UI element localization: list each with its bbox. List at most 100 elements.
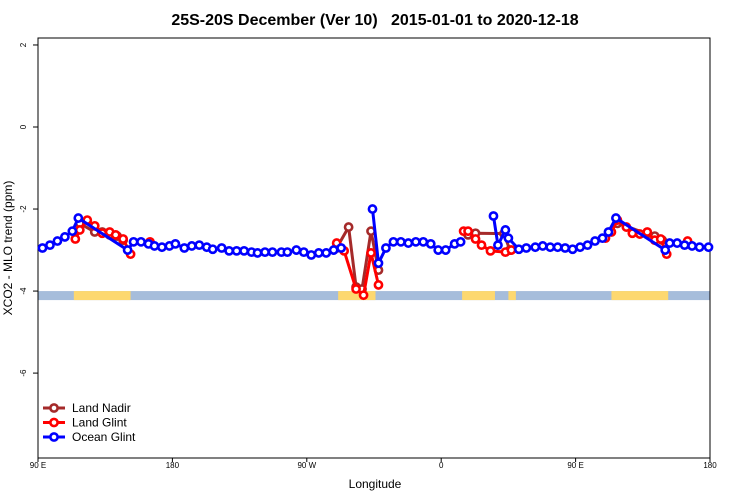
- legend-label: Land Nadir: [72, 401, 131, 415]
- data-point: [664, 238, 675, 248]
- data-point: [537, 241, 548, 251]
- data-point: [73, 213, 84, 223]
- data-point: [503, 233, 514, 244]
- data-point: [488, 211, 499, 221]
- legend-label: Ocean Glint: [72, 430, 136, 444]
- data-point: [194, 240, 205, 251]
- legend-marker: [49, 403, 59, 413]
- data-point: [560, 243, 571, 253]
- data-point: [351, 284, 361, 294]
- y-axis-label: XCO2 - MLO trend (ppm): [1, 181, 15, 316]
- data-point: [470, 234, 481, 244]
- data-point: [328, 245, 339, 255]
- legend-label: Land Glint: [72, 416, 127, 430]
- data-point: [282, 247, 293, 258]
- data-point: [418, 236, 429, 247]
- data-point: [493, 240, 503, 251]
- data-point: [59, 232, 70, 242]
- data-point: [170, 238, 181, 249]
- data-point: [521, 243, 532, 253]
- x-axis-label: Longitude: [349, 477, 402, 491]
- x-tick-label: 90 E: [30, 461, 46, 470]
- data-point: [67, 226, 78, 237]
- y-tick-label: -2: [19, 205, 28, 213]
- data-point: [239, 245, 249, 256]
- y-tick-label: -6: [19, 369, 28, 377]
- data-point: [128, 236, 139, 247]
- data-point: [463, 226, 473, 237]
- data-point: [582, 240, 593, 251]
- data-point: [366, 248, 376, 258]
- data-point: [298, 247, 309, 258]
- data-point: [149, 241, 160, 251]
- data-point: [500, 225, 511, 235]
- data-point: [672, 238, 683, 248]
- land-region: [338, 291, 376, 301]
- data-point: [52, 236, 63, 246]
- data-point: [367, 204, 378, 214]
- data-point: [186, 241, 197, 251]
- y-tick-label: -4: [19, 287, 28, 295]
- data-point: [260, 247, 270, 258]
- data-point: [655, 234, 666, 244]
- y-tick-label: 2: [19, 42, 28, 47]
- data-point: [70, 234, 81, 244]
- data-point: [687, 241, 697, 251]
- data-point: [395, 236, 406, 247]
- data-point: [485, 245, 496, 256]
- x-tick-label: 90 E: [567, 461, 583, 470]
- legend-marker: [49, 417, 59, 428]
- data-point: [703, 242, 714, 253]
- data-point: [455, 236, 466, 247]
- data-point: [660, 245, 671, 255]
- data-point: [306, 250, 317, 260]
- data-point: [179, 243, 190, 253]
- data-point: [545, 242, 556, 253]
- data-point: [403, 238, 414, 248]
- land-region: [611, 291, 669, 301]
- data-point: [118, 234, 129, 244]
- data-point: [530, 242, 541, 253]
- data-point: [231, 245, 242, 256]
- x-tick-label: 90 W: [297, 461, 316, 470]
- data-point: [45, 240, 55, 251]
- data-point: [252, 248, 263, 258]
- legend-marker: [49, 432, 59, 442]
- data-point: [343, 222, 354, 232]
- land-region: [462, 291, 495, 301]
- data-point: [74, 225, 85, 235]
- data-point: [358, 290, 369, 301]
- data-point: [440, 245, 451, 255]
- data-point: [373, 258, 384, 269]
- x-tick-label: 0: [439, 461, 444, 470]
- data-point: [313, 248, 324, 258]
- data-point: [381, 243, 391, 253]
- data-point: [433, 245, 444, 255]
- data-point: [291, 245, 302, 255]
- data-point: [410, 236, 421, 247]
- data-point: [679, 240, 690, 251]
- data-point: [476, 240, 487, 251]
- data-point: [122, 245, 133, 255]
- data-point: [216, 243, 227, 253]
- data-point: [603, 227, 614, 237]
- data-point: [642, 227, 653, 237]
- data-point: [37, 243, 48, 253]
- data-point: [110, 229, 121, 240]
- x-tick-label: 180: [703, 461, 717, 470]
- chart-title: 25S-20S December (Ver 10) 2015-01-01 to …: [171, 12, 578, 29]
- data-point: [207, 244, 218, 255]
- data-point: [373, 280, 384, 290]
- data-point: [506, 245, 517, 255]
- data-point: [224, 245, 235, 256]
- y-tick-label: 0: [19, 124, 28, 129]
- data-point: [567, 244, 578, 255]
- land-region: [508, 291, 516, 301]
- data-point: [425, 238, 436, 249]
- data-point: [136, 236, 146, 247]
- data-point: [513, 244, 524, 255]
- data-point: [590, 236, 600, 246]
- data-point: [611, 213, 621, 223]
- x-tick-label: 180: [166, 461, 180, 470]
